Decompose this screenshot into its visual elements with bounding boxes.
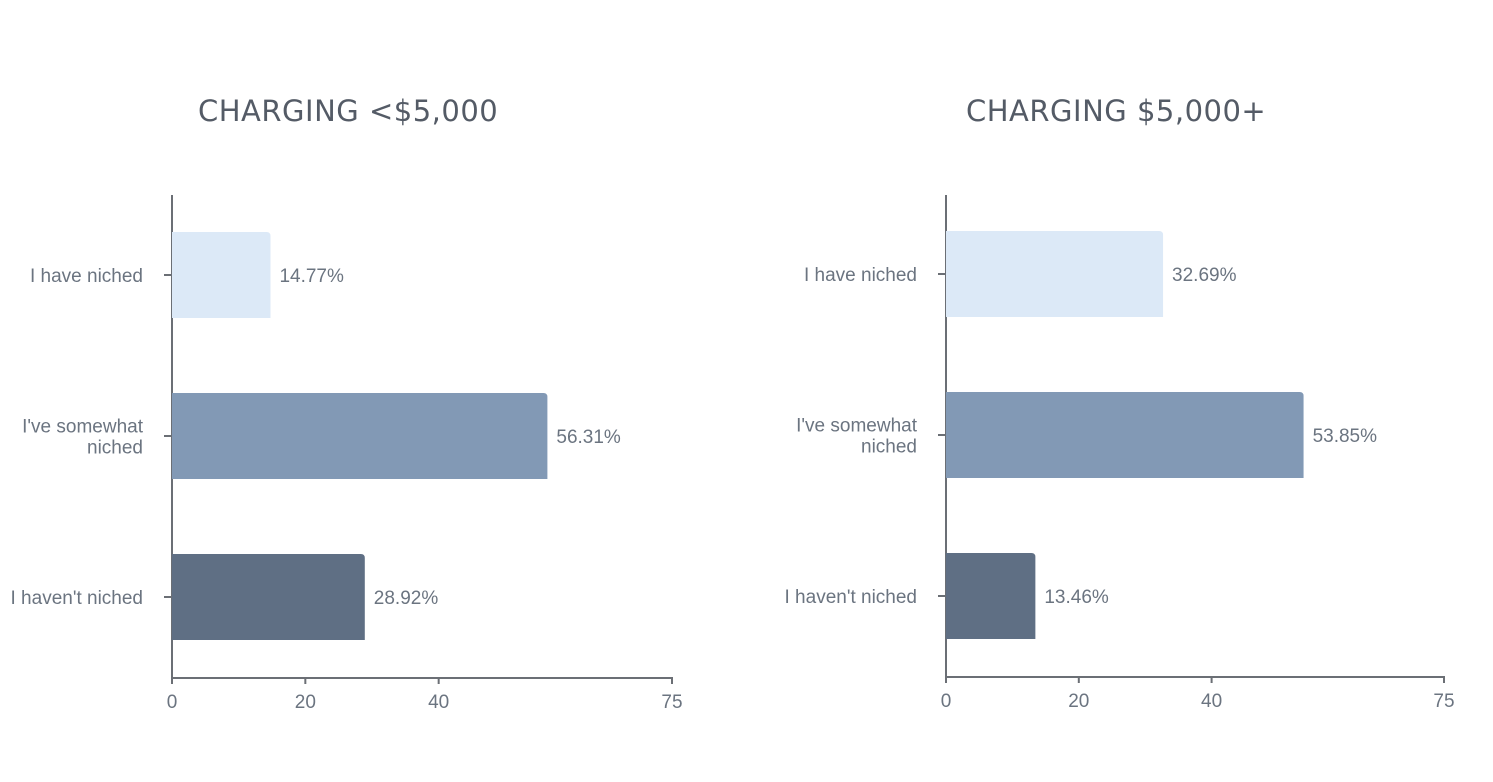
x-tick-label: 40	[1201, 691, 1222, 712]
data-label: 28.92%	[374, 588, 439, 609]
category-label-line: I haven't niched	[11, 588, 144, 609]
data-label: 13.46%	[1044, 587, 1109, 608]
data-label: 56.31%	[556, 427, 621, 448]
bar-1	[172, 232, 271, 318]
category-label: I haven't niched	[11, 588, 144, 609]
data-label: 32.69%	[1172, 265, 1237, 286]
bar-chart-left: 0 20 40 75 I have niched 14.77% I've somewhat n…	[11, 195, 683, 713]
bar-3	[171, 554, 365, 640]
category-label: I have niched	[30, 266, 143, 287]
bar-2	[172, 393, 548, 479]
bar-chart-right: 0 20 40 75 I have niched 32.69% I've somewhat n…	[785, 195, 1455, 712]
bar-3	[946, 553, 1036, 639]
bar-2	[946, 392, 1304, 478]
x-tick-label: 0	[167, 692, 178, 713]
x-tick-label: 0	[941, 691, 952, 712]
category-label: I've somewhat niched	[22, 417, 144, 459]
x-tick-label: 75	[661, 692, 682, 713]
data-label: 53.85%	[1313, 426, 1378, 447]
data-label: 14.77%	[279, 266, 344, 287]
category-label-line: I have niched	[804, 265, 917, 286]
category-label-line: niched	[87, 438, 143, 459]
category-label: I've somewhat niched	[796, 416, 918, 458]
x-tick-label: 75	[1433, 691, 1454, 712]
category-label-line: I've somewhat	[796, 416, 918, 437]
category-label: I have niched	[804, 265, 917, 286]
x-tick-label: 40	[428, 692, 449, 713]
chart-title-right: CHARGING $5,000+	[966, 94, 1267, 128]
category-label-line: I have niched	[30, 266, 143, 287]
x-tick-label: 20	[1068, 691, 1089, 712]
category-label-line: I haven't niched	[785, 587, 918, 608]
bar-1	[946, 231, 1164, 317]
category-label-line: niched	[861, 437, 917, 458]
category-label: I haven't niched	[785, 587, 918, 608]
x-tick-label: 20	[295, 692, 316, 713]
category-label-line: I've somewhat	[22, 417, 144, 438]
chart-title-left: CHARGING <$5,000	[198, 94, 499, 128]
